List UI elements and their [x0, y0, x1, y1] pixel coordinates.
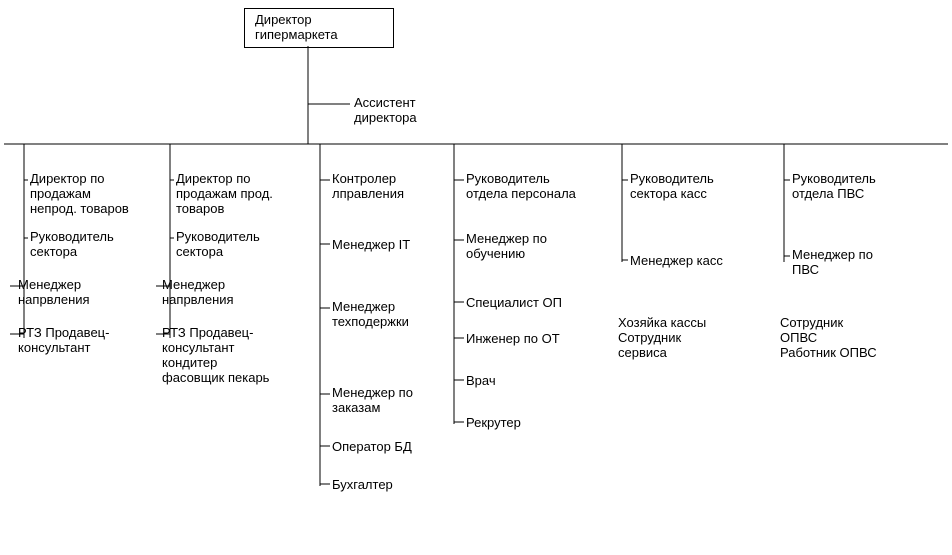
node-col3-e: Бухгалтер	[332, 478, 393, 493]
node-col1-a: Руководитель сектора	[30, 230, 114, 260]
node-col1-head: Директор по продажам непрод. товаров	[30, 172, 129, 217]
node-col5-b: Хозяйка кассы Сотрудник сервиса	[618, 316, 706, 361]
node-col6-a: Менеджер по ПВС	[792, 248, 873, 278]
node-col3-c: Менеджер по заказам	[332, 386, 413, 416]
node-col3-b: Менеджер техподержки	[332, 300, 409, 330]
node-col1-b: Менеджер напрвления	[18, 278, 90, 308]
node-col2-head: Директор по продажам прод. товаров	[176, 172, 273, 217]
node-col3-d: Оператор БД	[332, 440, 412, 455]
node-col2-c: РТЗ Продавец- консультант кондитер фасов…	[162, 326, 269, 386]
node-col3-a: Менеджер IT	[332, 238, 410, 253]
node-assistant: Ассистент директора	[354, 96, 417, 126]
node-col5-a: Менеджер касс	[630, 254, 723, 269]
node-col1-c: РТЗ Продавец- консультант	[18, 326, 109, 356]
node-col3-head: Контролер лправления	[332, 172, 404, 202]
node-col4-e: Рекрутер	[466, 416, 521, 431]
node-col4-b: Специалист ОП	[466, 296, 562, 311]
node-col6-b: Сотрудник ОПВС Работник ОПВС	[780, 316, 877, 361]
node-root: Директор гипермаркета	[244, 8, 394, 48]
node-col2-b: Менеджер напрвления	[162, 278, 234, 308]
node-col4-head: Руководитель отдела персонала	[466, 172, 576, 202]
node-col5-head: Руководитель сектора касс	[630, 172, 714, 202]
org-chart: Директор гипермаркета Ассистент директор…	[0, 0, 952, 555]
node-col4-a: Менеджер по обучению	[466, 232, 547, 262]
node-col6-head: Руководитель отдела ПВС	[792, 172, 876, 202]
node-col4-d: Врач	[466, 374, 496, 389]
node-col4-c: Инженер по ОТ	[466, 332, 560, 347]
node-col2-a: Руководитель сектора	[176, 230, 260, 260]
